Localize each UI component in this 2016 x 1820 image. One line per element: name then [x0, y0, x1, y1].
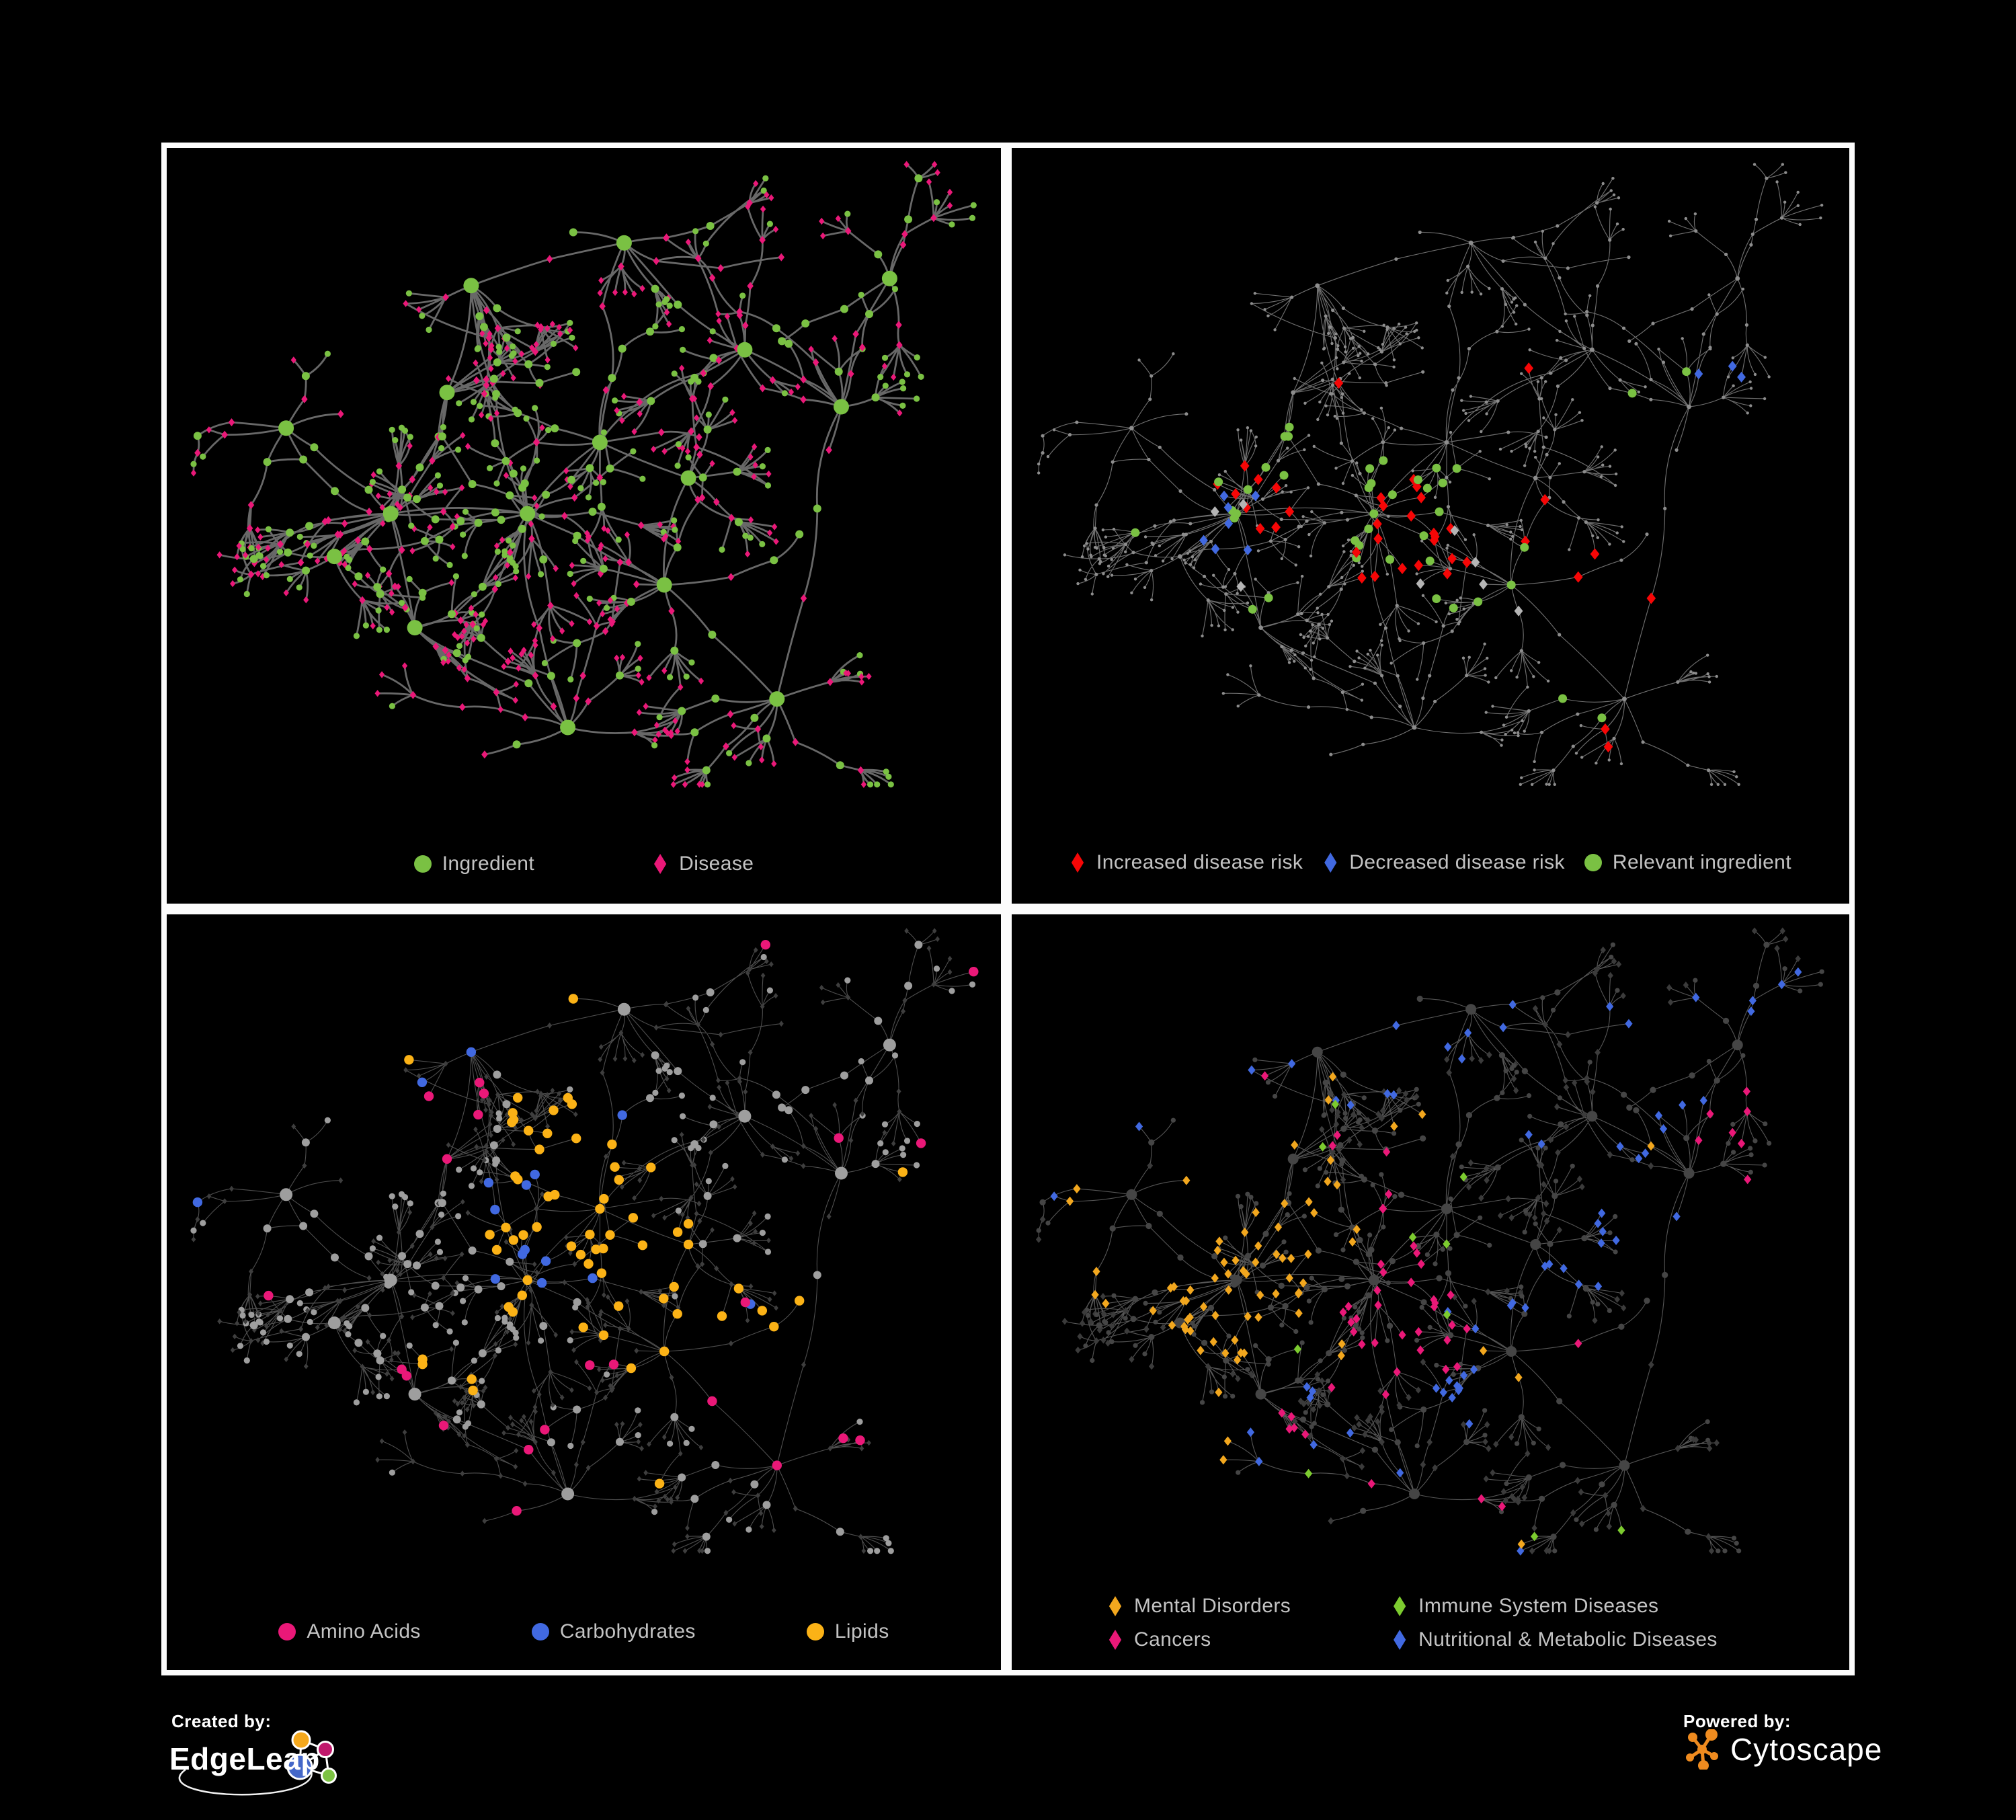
edgeleap-node-blue — [286, 1753, 313, 1780]
legend-marker-diamond — [1071, 853, 1084, 873]
legend-marker-diamond — [654, 854, 667, 874]
legend: Amino Acids Carbohydrates Lipids — [183, 1620, 985, 1643]
legend-marker-diamond — [1394, 1596, 1406, 1616]
legend-label: Ingredient — [442, 853, 535, 875]
legend-item: Decreased disease risk — [1322, 851, 1565, 874]
edgeleap-logo-nodes — [286, 1730, 337, 1784]
legend-marker-circle — [806, 1623, 824, 1640]
legend-label: Nutritional & Metabolic Diseases — [1418, 1628, 1718, 1651]
legend-marker-diamond — [1108, 1596, 1122, 1616]
edgeleap-swoosh — [178, 1765, 313, 1796]
edgeleap-node-magenta — [317, 1741, 334, 1758]
network-edges — [1038, 931, 1822, 1552]
legend-marker-circle — [413, 855, 432, 873]
legend-marker-diamond — [1394, 1630, 1406, 1650]
legend-item: Ingredient — [413, 853, 535, 875]
legend-label: Lipids — [834, 1620, 889, 1643]
legend: Ingredient Disease — [183, 853, 985, 875]
powered-by-block: Cytoscape — [1683, 1729, 1882, 1770]
legend-item: Carbohydrates — [531, 1620, 696, 1643]
network-graph-compound-classes — [190, 928, 979, 1554]
network-edges — [192, 163, 975, 786]
legend-label: Amino Acids — [307, 1620, 421, 1643]
legend-item: Lipids — [806, 1620, 889, 1643]
legend-label: Increased disease risk — [1096, 851, 1303, 873]
legend-label: Disease — [679, 853, 754, 875]
legend-marker-circle — [1584, 854, 1602, 871]
legend-label: Immune System Diseases — [1418, 1595, 1659, 1617]
created-by-label: Created by: — [171, 1711, 272, 1731]
network-nodes — [1037, 163, 1824, 786]
panel-ingredient-disease-network: Ingredient Disease — [161, 143, 1006, 909]
panel-disease-risk-network: Increased disease risk Decreased disease … — [1006, 143, 1855, 909]
edgeleap-wordmark: EdgeLeap — [169, 1741, 320, 1776]
network-highlight-nodes — [1131, 360, 1746, 753]
legend-item: Mental Disorders — [1107, 1595, 1291, 1618]
cytoscape-logo-nodes — [1686, 1729, 1718, 1770]
legend-item: Relevant ingredient — [1584, 851, 1791, 874]
network-edges — [1038, 164, 1822, 785]
network-graph-disease-risk — [1037, 163, 1824, 786]
legend-marker-diamond — [1324, 853, 1337, 873]
legend-item: Cancers — [1107, 1628, 1291, 1651]
legend-marker-diamond — [1108, 1630, 1122, 1650]
legend-marker-circle — [278, 1623, 296, 1640]
legend-label: Relevant ingredient — [1612, 851, 1791, 873]
legend-item: Increased disease risk — [1070, 851, 1303, 874]
edgeleap-node-orange — [291, 1730, 311, 1750]
cytoscape-logo — [1686, 1729, 1718, 1770]
network-graph-disease-categories — [1035, 927, 1824, 1556]
edgeleap-logo: EdgeLeap — [169, 1730, 337, 1796]
legend-label: Decreased disease risk — [1349, 851, 1565, 873]
edgeleap-node-green — [321, 1768, 337, 1784]
legend-item: Disease — [652, 853, 754, 875]
legend-marker-circle — [531, 1623, 549, 1640]
legend: Increased disease risk Decreased disease … — [1028, 851, 1833, 874]
legend-label: Mental Disorders — [1134, 1595, 1291, 1617]
legend-item: Immune System Diseases — [1392, 1595, 1718, 1618]
network-nodes — [1035, 927, 1824, 1554]
legend-item: Nutritional & Metabolic Diseases — [1392, 1628, 1718, 1651]
legend-item: Amino Acids — [278, 1620, 420, 1643]
legend: Mental Disorders Immune System Diseases Ca… — [1028, 1595, 1833, 1651]
network-nodes — [190, 928, 976, 1554]
network-graph-ingredient-disease — [190, 161, 977, 788]
network-highlight-nodes — [192, 940, 979, 1516]
legend-label: Cancers — [1134, 1628, 1211, 1651]
legend-label: Carbohydrates — [559, 1620, 696, 1643]
network-edges — [193, 931, 974, 1552]
network-nodes — [190, 161, 977, 788]
cytoscape-wordmark: Cytoscape — [1730, 1732, 1883, 1767]
powered-by-label: Powered by: — [1683, 1711, 1791, 1731]
panel-compound-class-network: Amino Acids Carbohydrates Lipids — [161, 909, 1006, 1675]
network-highlight-nodes — [1050, 967, 1802, 1556]
panel-disease-category-network: Mental Disorders Immune System Diseases Ca… — [1006, 909, 1855, 1675]
